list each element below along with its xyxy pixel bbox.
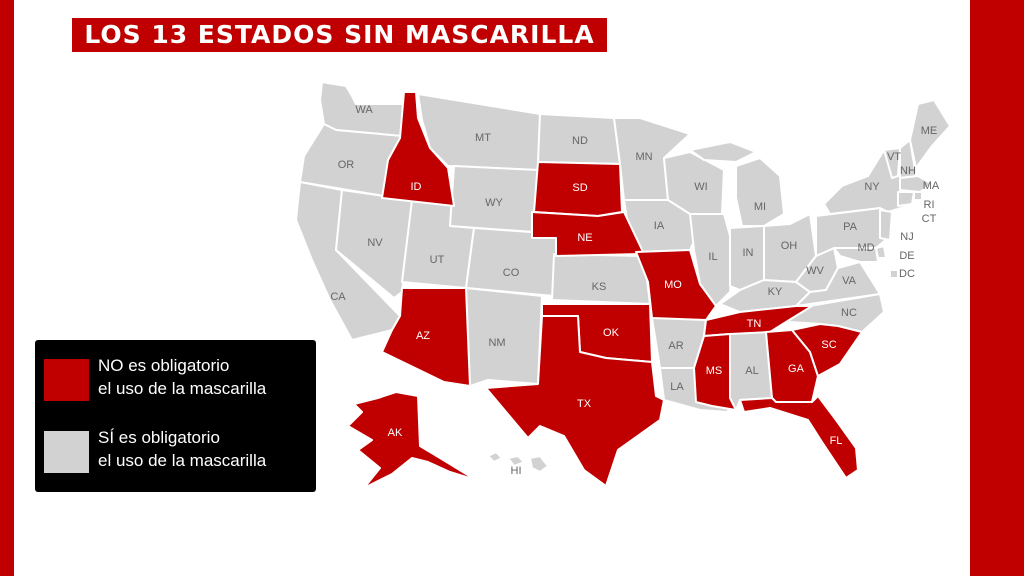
label-id: ID [411, 181, 422, 193]
state-ct [897, 191, 915, 207]
label-fl: FL [830, 435, 843, 447]
map-legend: NO es obligatorio el uso de la mascarill… [35, 340, 316, 492]
legend-text-no-mask: NO es obligatorio el uso de la mascarill… [98, 354, 308, 400]
label-mt: MT [475, 132, 491, 144]
state-tx [485, 315, 665, 487]
state-ms [693, 333, 737, 411]
label-ks: KS [592, 281, 607, 293]
label-ky: KY [768, 286, 783, 298]
label-nj: NJ [900, 231, 913, 243]
state-mi-up [689, 141, 757, 163]
label-vt: VT [887, 151, 901, 163]
state-az [381, 287, 471, 387]
label-me: ME [921, 125, 938, 137]
state-fl [739, 395, 859, 479]
map-title: LOS 13 ESTADOS SIN MASCARILLA [72, 18, 607, 52]
label-co: CO [503, 267, 520, 279]
state-id [381, 91, 455, 207]
label-sc: SC [821, 339, 836, 351]
label-nh: NH [900, 165, 916, 177]
label-ga: GA [788, 363, 805, 375]
label-oh: OH [781, 240, 798, 252]
label-mn: MN [635, 151, 652, 163]
label-md: MD [857, 242, 874, 254]
label-nd: ND [572, 135, 588, 147]
label-ct: CT [922, 213, 937, 225]
legend-no-mask-line2: el uso de la mascarilla [98, 379, 267, 398]
state-hi [487, 451, 549, 473]
label-ny: NY [864, 181, 880, 193]
state-mo [635, 249, 717, 321]
legend-swatch-red [44, 359, 89, 401]
state-me [909, 99, 951, 169]
state-sc [791, 323, 863, 377]
state-ri [913, 191, 923, 201]
label-nv: NV [367, 237, 383, 249]
label-ri: RI [924, 199, 935, 211]
state-nj [879, 209, 893, 241]
state-il [689, 213, 735, 307]
label-nc: NC [841, 307, 857, 319]
label-ne: NE [577, 232, 592, 244]
label-or: OR [338, 159, 355, 171]
label-wv: WV [806, 265, 824, 277]
state-ma [899, 175, 933, 193]
legend-mask-line1: SÍ es obligatorio [98, 428, 220, 447]
label-wy: WY [485, 197, 503, 209]
label-dc: DC [899, 268, 915, 280]
state-ne [531, 211, 645, 257]
label-al: AL [745, 365, 758, 377]
label-wi: WI [694, 181, 707, 193]
frame-right-bar [970, 0, 1024, 576]
state-md [833, 247, 879, 263]
label-mo: MO [664, 279, 682, 291]
label-sd: SD [572, 182, 587, 194]
label-az: AZ [416, 330, 430, 342]
label-nm: NM [488, 337, 505, 349]
state-mi [735, 157, 785, 227]
label-la: LA [670, 381, 684, 393]
label-mi: MI [754, 201, 766, 213]
label-ms: MS [706, 365, 723, 377]
frame-left-bar [0, 0, 14, 576]
label-ma: MA [923, 180, 940, 192]
label-hi: HI [511, 465, 522, 477]
label-pa: PA [843, 221, 858, 233]
label-ok: OK [603, 327, 620, 339]
legend-item-no-mask: NO es obligatorio el uso de la mascarill… [44, 354, 309, 404]
legend-no-mask-line1: NO es obligatorio [98, 356, 230, 375]
label-ia: IA [654, 220, 665, 232]
label-il: IL [708, 251, 717, 263]
legend-text-mask: SÍ es obligatorio el uso de la mascarill… [98, 426, 308, 472]
label-tx: TX [577, 398, 592, 410]
state-ak [347, 391, 477, 489]
state-labels: WA OR CA NV UT MT WY CO NM ND MN IA KS W… [330, 104, 940, 477]
legend-swatch-grey [44, 431, 89, 473]
label-de: DE [899, 250, 914, 262]
state-dc [889, 269, 899, 279]
legend-item-mask: SÍ es obligatorio el uso de la mascarill… [44, 426, 309, 476]
label-in: IN [743, 247, 754, 259]
state-ks [551, 253, 651, 305]
legend-mask-line2: el uso de la mascarilla [98, 451, 267, 470]
label-ut: UT [430, 254, 445, 266]
label-ar: AR [668, 340, 683, 352]
label-wa: WA [355, 104, 373, 116]
label-ak: AK [388, 427, 403, 439]
label-ca: CA [330, 291, 346, 303]
label-tn: TN [747, 318, 762, 330]
state-vt [883, 147, 901, 179]
label-va: VA [842, 275, 857, 287]
